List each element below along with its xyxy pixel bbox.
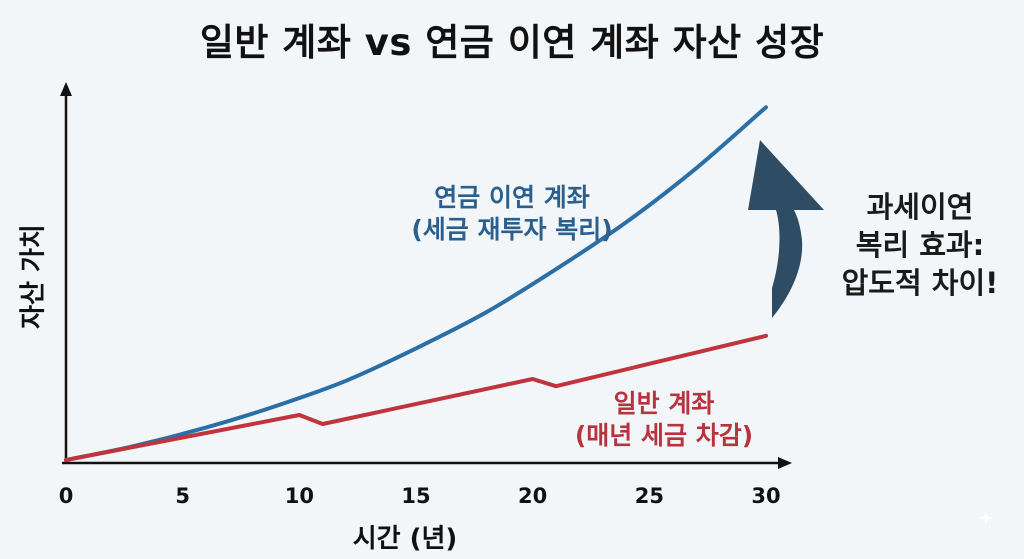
pension-series-line <box>64 105 768 462</box>
general-label-line-1: 일반 계좌 <box>613 389 715 418</box>
general-series-line <box>64 333 768 462</box>
pension-series-label: 연금 이연 계좌 (세금 재투자 복리) <box>388 182 636 246</box>
annotation-arrow-layer <box>748 140 824 318</box>
x-tick-labels: 0 5 10 15 20 25 30 <box>59 484 781 508</box>
series-layer <box>64 105 768 462</box>
general-series-label: 일반 계좌 (매년 세금 차감) <box>554 388 774 452</box>
annotation-arrow <box>748 140 824 318</box>
y-axis-arrowhead <box>60 82 72 96</box>
x-tick-label-25: 25 <box>635 484 664 508</box>
pension-label-line-2: (세금 재투자 복리) <box>411 215 613 244</box>
y-axis-label: 자산 가치 <box>18 224 49 329</box>
annotation-line-3: 압도적 차이! <box>841 266 999 300</box>
annotation-line-2: 복리 효과: <box>855 228 985 262</box>
annotation-line-1: 과세이연 <box>866 190 974 224</box>
x-tick-label-20: 20 <box>518 484 547 508</box>
x-axis-arrowhead <box>778 457 792 469</box>
sparkle-icon <box>978 510 994 526</box>
pension-label-line-1: 연금 이연 계좌 <box>434 183 590 212</box>
x-tick-label-10: 10 <box>285 484 314 508</box>
annotation-text: 과세이연 복리 효과: 압도적 차이! <box>820 188 1020 302</box>
x-tick-label-0: 0 <box>59 484 74 508</box>
axes <box>60 82 792 469</box>
x-tick-label-5: 5 <box>175 484 190 508</box>
x-tick-label-30: 30 <box>751 484 780 508</box>
x-axis-label: 시간 (년) <box>352 524 458 554</box>
x-tick-label-15: 15 <box>401 484 430 508</box>
general-label-line-2: (매년 세금 차감) <box>574 421 754 450</box>
chart-title: 일반 계좌 vs 연금 이연 계좌 자산 성장 <box>199 21 825 64</box>
